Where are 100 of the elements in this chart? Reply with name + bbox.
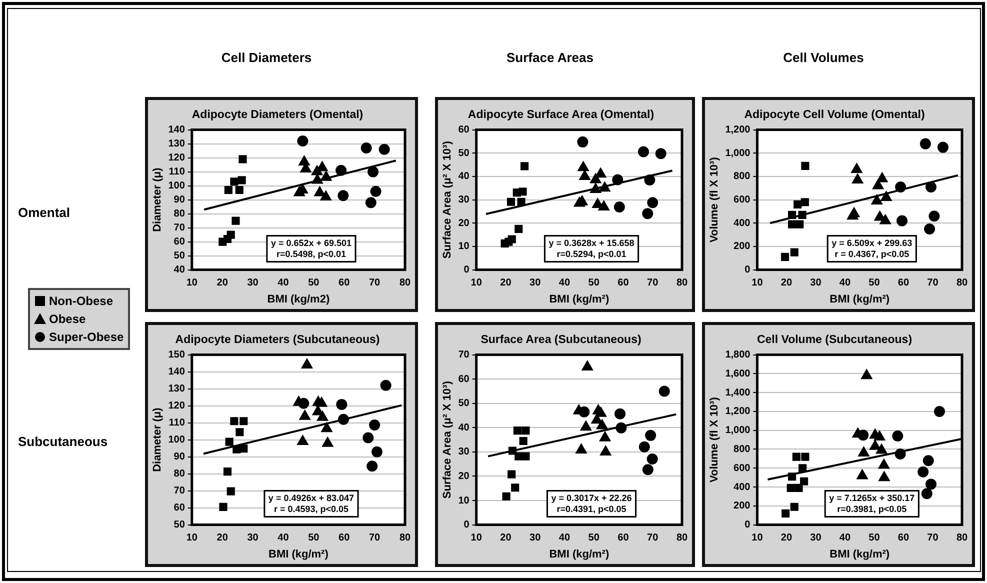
x-tick-label: 30: [247, 278, 259, 289]
y-tick-label: 70: [174, 486, 186, 497]
y-tick-label: 100: [168, 434, 186, 446]
x-tick-label: 50: [588, 278, 600, 289]
y-axis-title: Surface Area (μ² X 10³): [442, 380, 454, 499]
y-tick-label: 1,000: [725, 148, 751, 159]
y-tick-label: 50: [458, 148, 470, 159]
annotation: y = 0.3017x + 22.26 r=0.4391, p<0.05: [551, 492, 632, 514]
y-tick-label: 60: [174, 502, 186, 514]
annotation: y = 0.652x + 69.501 r=0.5498, p<0.01: [270, 238, 352, 259]
x-axis-title: BMI (kg/m²): [830, 548, 890, 560]
y-tick-label: 50: [174, 250, 186, 262]
y-axis-title: Diameter (μ): [152, 407, 164, 472]
x-tick-label: 10: [186, 532, 198, 544]
x-tick-label: 30: [530, 278, 542, 289]
x-tick-label: 20: [500, 278, 512, 289]
x-tick-label: 40: [558, 278, 570, 289]
legend-label: Obese: [49, 312, 86, 326]
x-tick-label: 30: [810, 532, 822, 544]
y-tick-label: 0: [744, 520, 751, 531]
y-tick-label: 40: [458, 422, 470, 434]
x-tick-label: 20: [500, 532, 512, 544]
x-axis-title: BMI (kg/m²): [549, 293, 610, 306]
x-tick-label: 80: [956, 532, 968, 544]
y-tick-label: 600: [734, 462, 751, 474]
x-tick-label: 60: [898, 532, 910, 544]
annotation: y = 0.4926x + 83.047 r = 0.4593, p<0.05: [268, 492, 354, 514]
y-tick-label: 400: [734, 218, 751, 229]
y-tick-label: 150: [168, 350, 186, 361]
x-tick-label: 80: [676, 278, 688, 289]
y-tick-label: 1,800: [725, 350, 751, 361]
x-tick-label: 60: [338, 532, 350, 544]
annotation: y = 6.509x + 299.63 r = 0.4367, p<0.05: [832, 238, 912, 259]
x-tick-label: 40: [839, 532, 851, 544]
y-tick-label: 50: [174, 520, 186, 531]
y-tick-label: 120: [168, 400, 186, 412]
x-tick-label: 80: [399, 532, 411, 544]
text: Omental: [18, 205, 70, 220]
chart-title: Adipocyte Diameters (Omental): [192, 109, 364, 122]
x-tick-label: 50: [868, 532, 880, 544]
y-tick-label: 1,200: [725, 406, 751, 418]
text: Subcutaneous: [18, 434, 108, 449]
x-tick-label: 70: [368, 532, 381, 544]
x-tick-label: 60: [618, 532, 630, 544]
x-tick-label: 50: [308, 532, 320, 544]
x-tick-label: 30: [530, 532, 542, 544]
y-tick-label: 400: [734, 482, 751, 493]
y-tick-label: 10: [458, 241, 470, 252]
legend-label: Super-Obese: [49, 330, 124, 344]
x-tick-label: 70: [927, 278, 939, 289]
y-tick-label: 40: [458, 171, 470, 182]
y-axis-title: Surface Area (μ² X 10³): [442, 140, 454, 259]
y-tick-label: 80: [174, 208, 186, 220]
y-tick-label: 60: [458, 374, 470, 385]
x-tick-label: 50: [308, 278, 320, 289]
y-axis-title: Volume (fl X 10³): [708, 396, 721, 482]
annotation: y = 0.3628x + 15.658 r=0.5294, p<0.01: [548, 238, 634, 259]
x-tick-label: 80: [676, 532, 688, 544]
x-axis-title: BMI (kg/m²): [549, 548, 610, 560]
x-tick-label: 60: [898, 278, 910, 289]
chart-title: Adipocyte Diameters (Subcutaneous): [175, 334, 380, 346]
y-tick-label: 1,600: [725, 368, 751, 380]
x-tick-label: 10: [470, 278, 482, 289]
y-tick-label: 90: [174, 452, 186, 463]
x-tick-label: 30: [247, 532, 259, 544]
x-tick-label: 40: [278, 532, 290, 544]
y-axis-title: Volume (fl X 10³): [708, 156, 721, 242]
y-axis-title: Diameter (μ): [152, 167, 164, 232]
x-axis-title: BMI (kg/m²): [830, 293, 890, 306]
x-tick-label: 20: [780, 278, 792, 289]
y-tick-label: 200: [734, 500, 751, 512]
chart-title: Cell Volume (Subcutaneous): [756, 334, 912, 346]
text: Cell Diameters: [221, 50, 312, 65]
annotation: y = 7.1265x + 350.17 r=0.3981, p<0.05: [829, 492, 915, 514]
y-tick-label: 120: [168, 152, 186, 164]
x-tick-label: 10: [752, 532, 764, 544]
y-tick-label: 30: [458, 446, 470, 458]
y-tick-label: 40: [174, 264, 186, 276]
y-tick-label: 80: [174, 468, 186, 480]
y-tick-label: 800: [734, 444, 751, 455]
x-tick-label: 80: [399, 278, 411, 289]
y-tick-label: 1,000: [725, 425, 751, 436]
y-tick-label: 1,200: [725, 124, 751, 136]
chart-title: Adipocyte Cell Volume (Omental): [744, 109, 925, 122]
text: Surface Areas: [506, 50, 594, 65]
y-tick-label: 20: [458, 470, 470, 482]
x-tick-label: 50: [588, 532, 600, 544]
x-tick-label: 70: [647, 278, 659, 289]
x-tick-label: 70: [647, 532, 659, 544]
y-tick-label: 70: [458, 350, 470, 361]
y-tick-label: 70: [174, 222, 186, 234]
x-tick-label: 70: [368, 278, 381, 289]
x-tick-label: 20: [780, 532, 792, 544]
x-tick-label: 40: [839, 278, 851, 289]
x-tick-label: 40: [558, 532, 570, 544]
x-tick-label: 80: [956, 278, 968, 289]
y-tick-label: 800: [734, 171, 751, 182]
y-tick-label: 0: [464, 264, 470, 276]
x-tick-label: 20: [216, 532, 228, 544]
y-tick-label: 0: [744, 264, 751, 276]
